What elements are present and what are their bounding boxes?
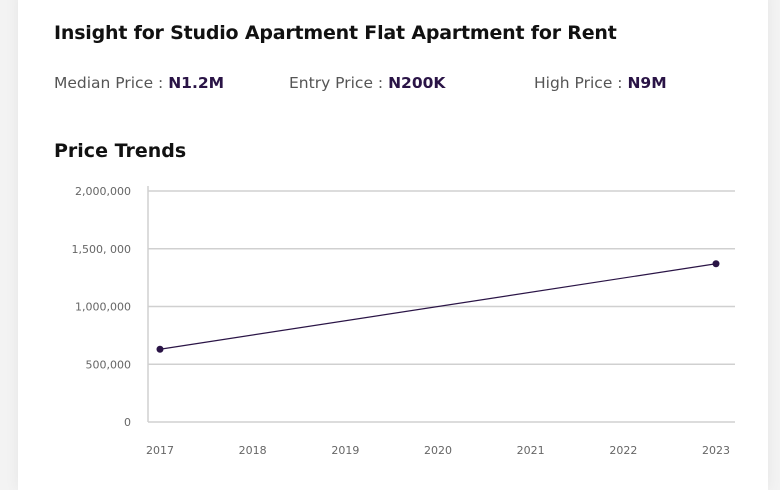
stat-value: N9M [627,74,667,92]
stat-label: High Price : [534,74,628,92]
y-tick-label: 1,500, 000 [72,243,131,256]
section-title-price-trends: Price Trends [54,140,187,162]
y-tick-label: 500,000 [86,358,132,371]
x-tick-label: 2022 [609,444,637,457]
insight-card [18,0,768,490]
x-tick-label: 2019 [331,444,359,457]
stat-value: N200K [388,74,446,92]
label-layer: 0 500,000 1,000,000 1,500, 000 2,000,000 2017… [72,185,730,457]
series-line [159,263,717,350]
series-layer [156,260,720,353]
stat-median-price: Median Price : N1.2M [54,74,224,92]
page-title: Insight for Studio Apartment Flat Apartm… [54,22,617,44]
y-tick-label: 0 [124,416,131,429]
stat-high-price: High Price : N9M [534,74,667,92]
x-tick-label: 2017 [146,444,174,457]
y-tick-label: 2,000,000 [75,185,131,198]
data-point[interactable] [712,260,720,268]
x-tick-label: 2018 [239,444,267,457]
x-tick-label: 2023 [702,444,730,457]
y-tick-label: 1,000,000 [75,301,131,314]
x-tick-label: 2020 [424,444,452,457]
data-point[interactable] [156,345,164,353]
stat-value: N1.2M [168,74,225,92]
price-trends-chart: 0 500,000 1,000,000 1,500, 000 2,000,000 2017… [72,185,735,457]
stat-label: Entry Price : [289,74,389,92]
stat-label: Median Price : [54,74,169,92]
stat-entry-price: Entry Price : N200K [289,74,445,92]
x-tick-label: 2021 [517,444,545,457]
